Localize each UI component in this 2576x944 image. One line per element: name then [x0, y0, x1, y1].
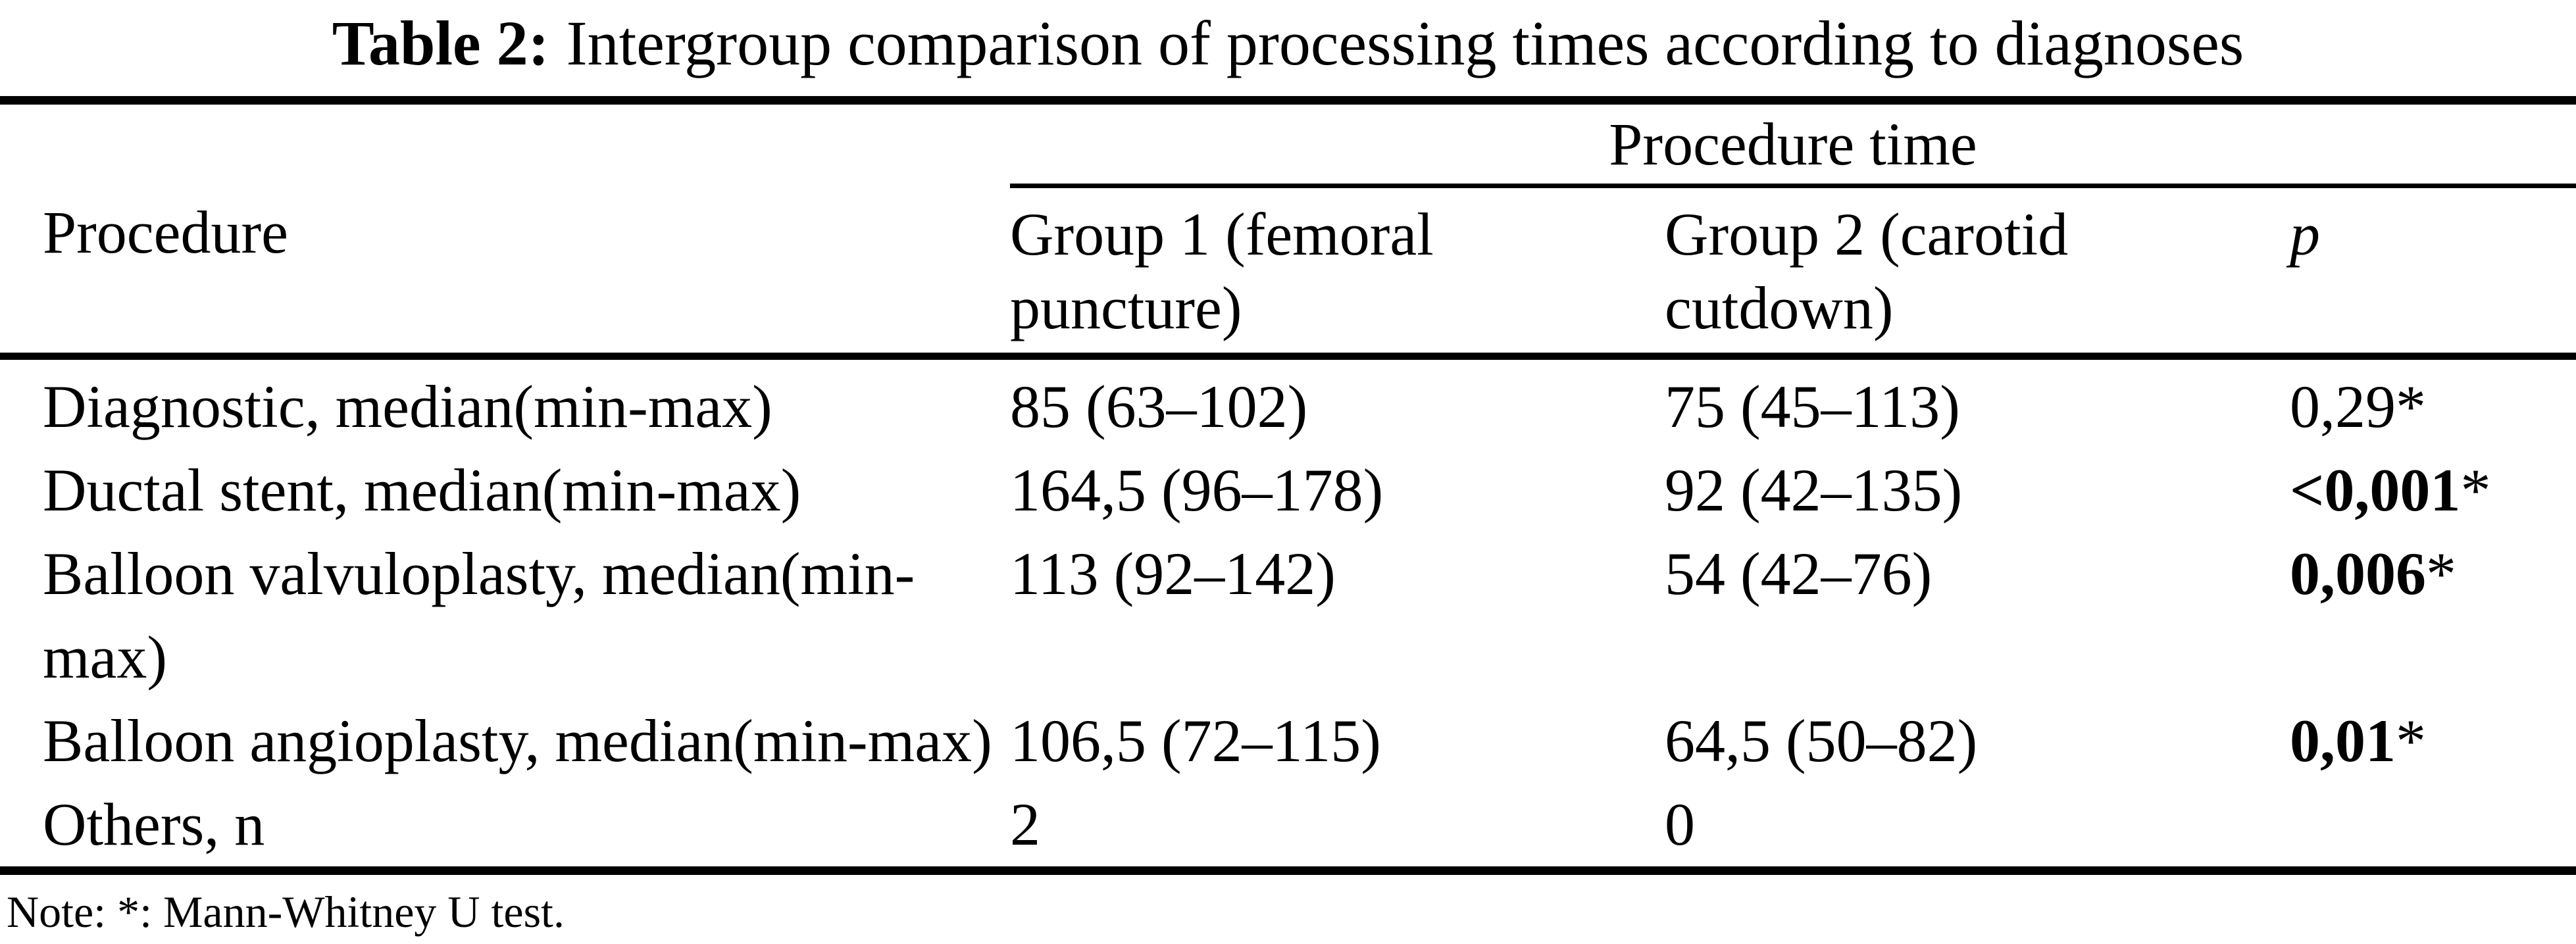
p-value-number: <0,001: [2290, 457, 2461, 524]
cell-p-value: <0,001*: [2290, 449, 2576, 532]
cell-procedure: Balloon valvuloplasty, median(min- max): [43, 540, 915, 691]
table-caption: Table 2: Intergroup comparison of process…: [0, 0, 2576, 80]
column-header-group1: Group 1 (femoral puncture): [1010, 186, 1665, 360]
table-row: Balloon angioplasty, median(min-max) 106,…: [0, 699, 2576, 783]
comparison-table: Procedure time Procedure Group 1 (femora…: [0, 96, 2576, 875]
table-caption-label: Table 2:: [332, 8, 549, 78]
cell-p-value: 0,29*: [2290, 357, 2576, 449]
table-note: Note: *: Mann-Whitney U test.: [7, 887, 565, 937]
cell-p-value: 0,01*: [2290, 699, 2576, 783]
p-value-asterisk: *: [2396, 707, 2426, 774]
p-value-asterisk: *: [2426, 540, 2456, 607]
cell-group1-value: 2: [1010, 791, 1040, 858]
group-header-cell: Procedure time: [1010, 100, 2576, 188]
p-value-number: 0,006: [2290, 540, 2426, 607]
table-row: Balloon valvuloplasty, median(min- max) 1…: [0, 532, 2576, 699]
cell-group1-value: 164,5 (96–178): [1010, 457, 1384, 524]
p-value-number: 0,29: [2290, 373, 2396, 440]
cell-group1-value: 85 (63–102): [1010, 373, 1308, 440]
cell-p-value: 0,006*: [2290, 532, 2576, 699]
column-header-procedure: Procedure: [0, 186, 1010, 360]
cell-group2-value: 64,5 (50–82): [1665, 707, 1978, 774]
group-header-row: Procedure time: [0, 100, 2576, 188]
p-value-number: 0,01: [2290, 707, 2396, 774]
cell-p-value: [2290, 783, 2576, 871]
cell-group2-value: 75 (45–113): [1665, 373, 1960, 440]
cell-group2-value: 54 (42–76): [1665, 540, 1932, 607]
cell-group2-value: 0: [1665, 791, 1695, 858]
table-body: Diagnostic, median(min-max) 85 (63–102) 75…: [0, 357, 2576, 871]
group-header-spacer: [0, 101, 1010, 186]
column-header-p: p: [2290, 186, 2576, 360]
table-caption-text: Intergroup comparison of processing time…: [566, 8, 2244, 78]
cell-group2-value: 92 (42–135): [1665, 457, 1963, 524]
cell-procedure: Diagnostic, median(min-max): [43, 373, 772, 440]
cell-procedure: Others, n: [43, 791, 265, 858]
cell-procedure: Ductal stent, median(min-max): [43, 457, 801, 524]
p-value-asterisk: *: [2460, 457, 2491, 524]
column-header-row: Procedure Group 1 (femoral puncture) Gro…: [0, 186, 2576, 360]
p-value-asterisk: *: [2396, 373, 2426, 440]
cell-group1-value: 106,5 (72–115): [1010, 707, 1381, 774]
table-row: Others, n 2 0: [0, 783, 2576, 871]
table-row: Ductal stent, median(min-max) 164,5 (96–1…: [0, 449, 2576, 532]
cell-group1-value: 113 (92–142): [1010, 540, 1336, 607]
cell-procedure: Balloon angioplasty, median(min-max): [43, 707, 992, 774]
table-row: Diagnostic, median(min-max) 85 (63–102) 75…: [0, 357, 2576, 449]
column-header-group2: Group 2 (carotid cutdown): [1665, 186, 2290, 360]
